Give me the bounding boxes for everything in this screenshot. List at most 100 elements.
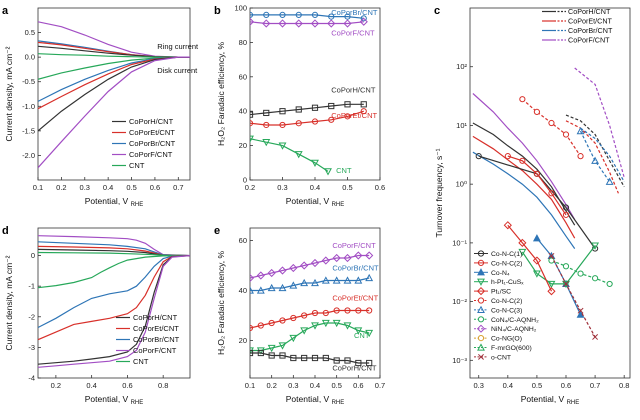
series-label: CoPorH/CNT xyxy=(332,364,377,373)
series-line-h-pt-cus- xyxy=(521,245,596,285)
y-tick-label: -0.5 xyxy=(22,77,35,86)
data-point xyxy=(344,357,351,364)
data-point xyxy=(262,19,271,28)
data-point xyxy=(562,204,570,211)
x-tick-label: 0.6 xyxy=(375,183,385,192)
legend-label: Co-NG(O) xyxy=(491,336,522,343)
data-point xyxy=(503,221,512,230)
series-line-co-n- xyxy=(536,237,582,315)
data-point xyxy=(279,11,286,18)
data-point xyxy=(344,113,351,120)
data-point xyxy=(344,101,351,108)
data-point xyxy=(355,307,362,314)
legend-label: CoPorEt/CNT xyxy=(133,324,179,333)
x-tick-label: 0.4 xyxy=(503,381,513,390)
legend-label: CoN₄/C-AQNH₂ xyxy=(491,317,539,324)
data-point xyxy=(250,111,254,118)
data-point xyxy=(518,248,527,257)
data-point xyxy=(310,258,320,268)
data-point xyxy=(250,349,254,357)
data-point xyxy=(366,307,373,314)
y-tick-label: -4 xyxy=(28,374,35,383)
data-point xyxy=(250,324,254,332)
x-tick-label: 0.3 xyxy=(288,381,298,390)
panel-a: a 0.1 0.2 0.3 0.4 0.5 0.6 0.7 -2.0 -1.5 -1.0 -0.5 0.… xyxy=(2,5,199,208)
series-label: CoPorEt/CNT xyxy=(331,111,377,120)
x-tick-label: 0.2 xyxy=(245,183,255,192)
x-axis-label-sub: RHE xyxy=(332,202,345,208)
data-point xyxy=(532,270,541,278)
panel-e: e 0.1 0.2 0.3 0.4 0.5 0.6 0.7 20 40 60 Potential, V… xyxy=(214,225,385,406)
data-point xyxy=(365,329,374,338)
data-point xyxy=(533,170,541,177)
data-point xyxy=(311,118,319,125)
data-point xyxy=(295,106,302,113)
data-point xyxy=(591,242,600,250)
y-tick-label: 60 xyxy=(239,72,247,81)
y-tick-label: 10² xyxy=(456,62,467,71)
data-point xyxy=(606,280,613,288)
series-line-coporet-cnt xyxy=(472,135,576,239)
data-point xyxy=(592,334,599,340)
data-point xyxy=(343,253,352,263)
annotation: Ring current xyxy=(157,42,199,51)
x-axis-label-sub: RHE xyxy=(332,400,345,406)
y-tick-label: -1.0 xyxy=(22,102,35,111)
series-line-coporf-cnt-dashed- xyxy=(574,67,625,178)
data-point xyxy=(577,307,584,314)
legend-label: CNT xyxy=(133,357,149,366)
legend-label: CoPorH/CNT xyxy=(568,7,611,16)
data-point xyxy=(547,280,556,289)
data-point xyxy=(311,322,319,330)
data-point xyxy=(290,354,297,362)
plot-frame xyxy=(37,227,191,379)
series-line-coporf-cnt-disk- xyxy=(38,56,190,169)
data-point xyxy=(279,108,286,115)
data-point xyxy=(332,253,341,263)
series-line-cnt xyxy=(250,322,370,352)
legend-label: Co-N₄ xyxy=(491,270,510,277)
x-tick-label: 0.6 xyxy=(122,381,132,390)
data-point xyxy=(257,349,264,357)
series-line-coporh-cnt-disk- xyxy=(38,255,190,365)
x-tick-label: 0.8 xyxy=(619,381,629,390)
data-point xyxy=(332,276,341,284)
y-tick-label: 20 xyxy=(239,141,247,150)
legend-marker xyxy=(477,259,485,266)
data-point xyxy=(360,101,367,108)
series-group xyxy=(38,235,190,368)
x-tick-label: 0.4 xyxy=(103,183,113,192)
legend-label: o-CNT xyxy=(491,354,511,361)
series-group xyxy=(250,251,374,367)
x-tick-label: 0.5 xyxy=(342,183,352,192)
data-point xyxy=(327,19,336,28)
series-line-pt-sc xyxy=(507,224,553,292)
annotation: Disk current xyxy=(157,66,198,75)
data-point xyxy=(548,252,555,259)
y-axis-label: Current density, mA cm⁻² xyxy=(4,255,14,350)
data-point xyxy=(250,17,255,26)
series-line-coporf-cnt-disk- xyxy=(38,255,190,368)
series-label: CoPorBr/CNT xyxy=(331,8,378,17)
data-point xyxy=(263,109,270,117)
data-point xyxy=(366,359,373,367)
x-axis-label-main: Potential, V xyxy=(286,394,332,404)
legend-marker xyxy=(477,278,485,286)
x-axis-label: Potential, V RHE xyxy=(286,196,345,208)
legend-marker xyxy=(478,353,484,360)
x-axis-label-main: Potential, V xyxy=(521,394,567,404)
y-tick-label: 10⁰ xyxy=(456,180,467,189)
data-point xyxy=(267,283,276,292)
data-point xyxy=(562,280,570,289)
series-label: CoPorBr/CNT xyxy=(332,264,379,273)
x-tick-label: 0.7 xyxy=(173,183,183,192)
series-line-cnt xyxy=(250,138,329,172)
series-line-coporet-cnt-disk- xyxy=(38,56,190,110)
data-point xyxy=(321,319,330,328)
panel-label: c xyxy=(434,5,440,17)
x-axis-label-main: Potential, V xyxy=(286,196,332,206)
data-point xyxy=(279,317,286,324)
panel-c: c 0.3 0.4 0.5 0.6 0.7 0.8 10⁻³ 10⁻² 10⁻¹ 10⁰ 10¹ 10²… xyxy=(434,5,631,406)
series-line-coporh-cnt xyxy=(472,122,576,226)
